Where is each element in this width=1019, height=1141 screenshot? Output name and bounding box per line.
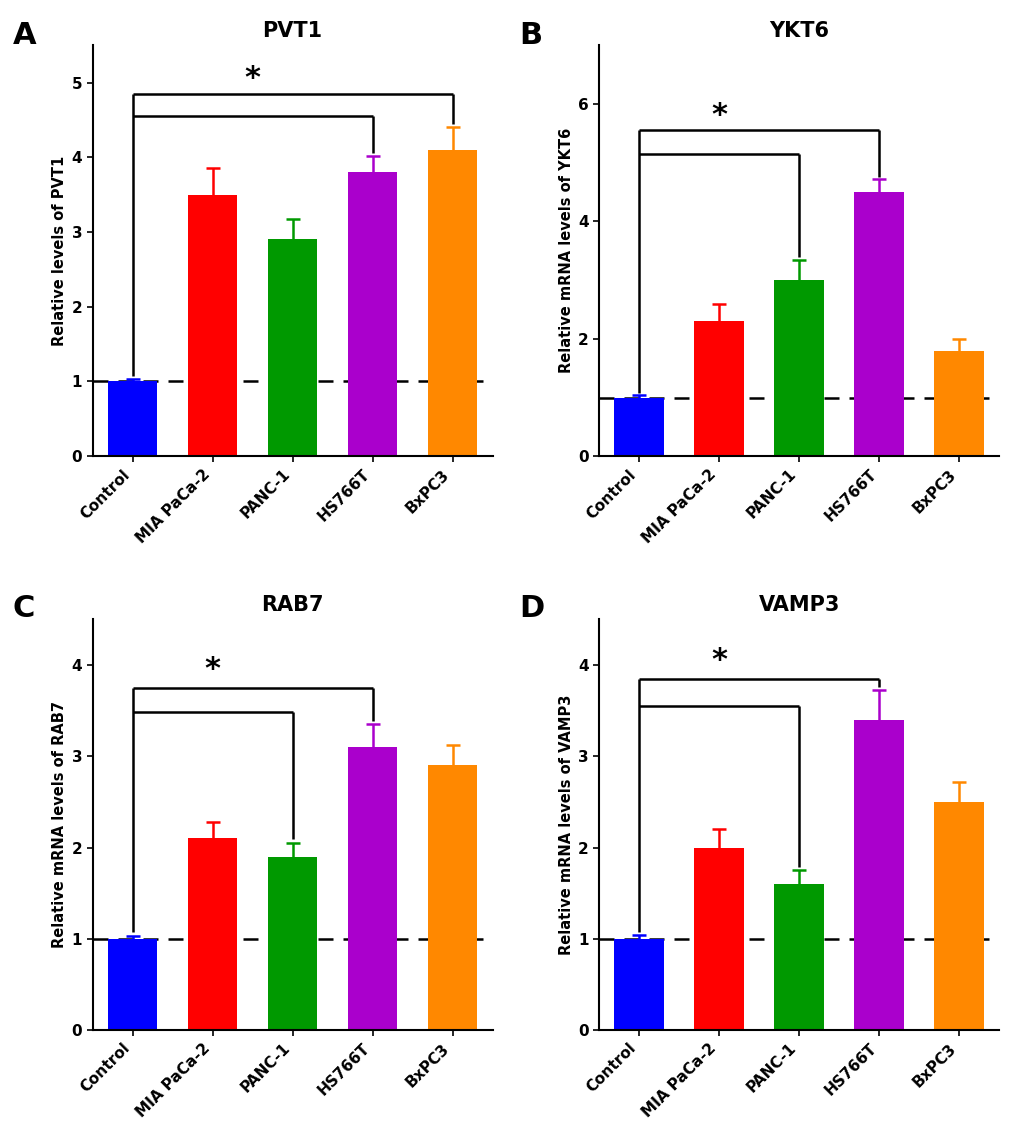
Title: PVT1: PVT1: [262, 21, 322, 41]
Title: VAMP3: VAMP3: [758, 594, 839, 615]
Y-axis label: Relative mRNA levels of RAB7: Relative mRNA levels of RAB7: [52, 702, 67, 948]
Bar: [773, 884, 823, 1030]
Bar: [427, 149, 477, 456]
Bar: [613, 939, 663, 1030]
Bar: [854, 720, 903, 1030]
Bar: [694, 848, 743, 1030]
Bar: [694, 321, 743, 456]
Text: C: C: [12, 594, 35, 623]
Bar: [613, 397, 663, 456]
Text: A: A: [12, 21, 37, 49]
Bar: [268, 857, 317, 1030]
Bar: [933, 350, 983, 456]
Bar: [108, 939, 157, 1030]
Title: YKT6: YKT6: [768, 21, 828, 41]
Bar: [773, 280, 823, 456]
Y-axis label: Relative mRNA levels of VAMP3: Relative mRNA levels of VAMP3: [558, 695, 574, 955]
Bar: [187, 195, 237, 456]
Bar: [347, 172, 397, 456]
Bar: [427, 766, 477, 1030]
Text: D: D: [519, 594, 544, 623]
Title: RAB7: RAB7: [261, 594, 324, 615]
Text: *: *: [205, 655, 220, 683]
Text: *: *: [710, 102, 727, 130]
Bar: [854, 192, 903, 456]
Bar: [268, 240, 317, 456]
Bar: [108, 381, 157, 456]
Text: *: *: [710, 646, 727, 674]
Bar: [347, 747, 397, 1030]
Y-axis label: Relative levels of PVT1: Relative levels of PVT1: [52, 155, 67, 346]
Bar: [187, 839, 237, 1030]
Text: B: B: [519, 21, 542, 49]
Y-axis label: Relative mRNA levels of YKT6: Relative mRNA levels of YKT6: [558, 128, 574, 373]
Bar: [933, 802, 983, 1030]
Text: *: *: [245, 64, 261, 94]
